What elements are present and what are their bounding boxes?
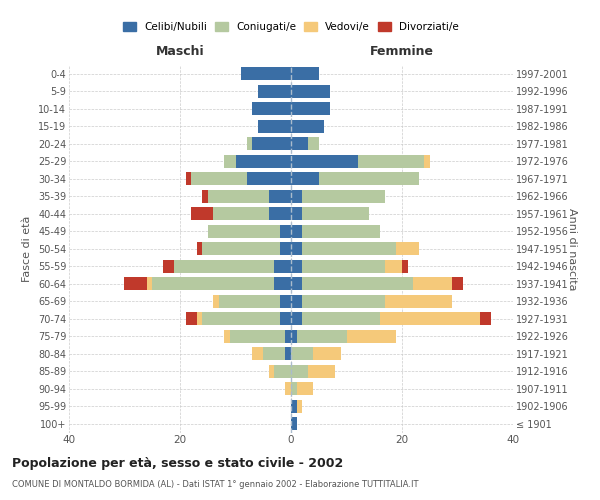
Bar	[452, 277, 463, 290]
Bar	[402, 260, 407, 273]
Bar	[286, 347, 291, 360]
Bar	[296, 400, 302, 413]
Bar	[230, 330, 286, 343]
Bar	[291, 154, 358, 168]
Bar	[347, 330, 397, 343]
Bar	[302, 260, 385, 273]
Bar	[235, 154, 291, 168]
Bar	[247, 137, 252, 150]
Bar	[291, 400, 296, 413]
Bar	[252, 347, 263, 360]
Bar	[191, 207, 214, 220]
Bar	[302, 207, 369, 220]
Bar	[269, 364, 274, 378]
Bar	[302, 224, 380, 238]
Bar	[308, 364, 335, 378]
Bar	[302, 277, 413, 290]
Bar	[269, 190, 291, 203]
Bar	[274, 277, 291, 290]
Bar	[291, 347, 313, 360]
Bar	[291, 102, 330, 116]
Bar	[224, 154, 235, 168]
Bar	[302, 294, 385, 308]
Bar	[197, 312, 202, 326]
Bar	[191, 172, 247, 186]
Bar	[252, 102, 291, 116]
Bar	[291, 417, 296, 430]
Bar	[385, 260, 402, 273]
Bar	[291, 382, 296, 396]
Bar	[175, 260, 274, 273]
Bar	[125, 277, 146, 290]
Bar	[202, 312, 280, 326]
Bar	[358, 154, 424, 168]
Bar	[263, 347, 286, 360]
Bar	[258, 84, 291, 98]
Bar	[269, 207, 291, 220]
Bar	[397, 242, 419, 256]
Text: COMUNE DI MONTALDO BORMIDA (AL) - Dati ISTAT 1° gennaio 2002 - Elaborazione TUTT: COMUNE DI MONTALDO BORMIDA (AL) - Dati I…	[12, 480, 419, 489]
Bar	[313, 347, 341, 360]
Bar	[291, 277, 302, 290]
Bar	[214, 207, 269, 220]
Bar	[291, 312, 302, 326]
Bar	[219, 294, 280, 308]
Bar	[380, 312, 480, 326]
Y-axis label: Fasce di età: Fasce di età	[22, 216, 32, 282]
Legend: Celibi/Nubili, Coniugati/e, Vedovi/e, Divorziati/e: Celibi/Nubili, Coniugati/e, Vedovi/e, Di…	[120, 19, 462, 35]
Bar	[197, 242, 202, 256]
Bar	[291, 120, 325, 133]
Bar	[252, 137, 291, 150]
Bar	[291, 137, 308, 150]
Bar	[208, 190, 269, 203]
Bar	[291, 172, 319, 186]
Bar	[413, 277, 452, 290]
Bar	[291, 207, 302, 220]
Bar	[152, 277, 274, 290]
Bar	[280, 224, 291, 238]
Bar	[224, 330, 230, 343]
Text: Popolazione per età, sesso e stato civile - 2002: Popolazione per età, sesso e stato civil…	[12, 458, 343, 470]
Bar	[319, 172, 419, 186]
Bar	[296, 382, 313, 396]
Bar	[185, 312, 197, 326]
Bar	[302, 312, 380, 326]
Bar	[302, 190, 385, 203]
Bar	[247, 172, 291, 186]
Bar	[258, 120, 291, 133]
Bar	[291, 224, 302, 238]
Bar	[302, 242, 397, 256]
Bar	[296, 330, 347, 343]
Bar	[146, 277, 152, 290]
Text: Femmine: Femmine	[370, 44, 434, 58]
Text: Maschi: Maschi	[155, 44, 205, 58]
Bar	[280, 312, 291, 326]
Bar	[280, 242, 291, 256]
Bar	[286, 382, 291, 396]
Bar	[480, 312, 491, 326]
Bar	[202, 242, 280, 256]
Bar	[291, 294, 302, 308]
Bar	[291, 330, 296, 343]
Bar	[286, 330, 291, 343]
Bar	[274, 364, 291, 378]
Bar	[291, 364, 308, 378]
Bar	[208, 224, 280, 238]
Bar	[424, 154, 430, 168]
Bar	[291, 260, 302, 273]
Bar	[202, 190, 208, 203]
Bar	[185, 172, 191, 186]
Bar	[291, 67, 319, 80]
Bar	[291, 84, 330, 98]
Bar	[308, 137, 319, 150]
Bar	[241, 67, 291, 80]
Bar	[274, 260, 291, 273]
Bar	[280, 294, 291, 308]
Bar	[385, 294, 452, 308]
Bar	[291, 190, 302, 203]
Bar	[163, 260, 175, 273]
Bar	[214, 294, 219, 308]
Y-axis label: Anni di nascita: Anni di nascita	[567, 208, 577, 290]
Bar	[291, 242, 302, 256]
